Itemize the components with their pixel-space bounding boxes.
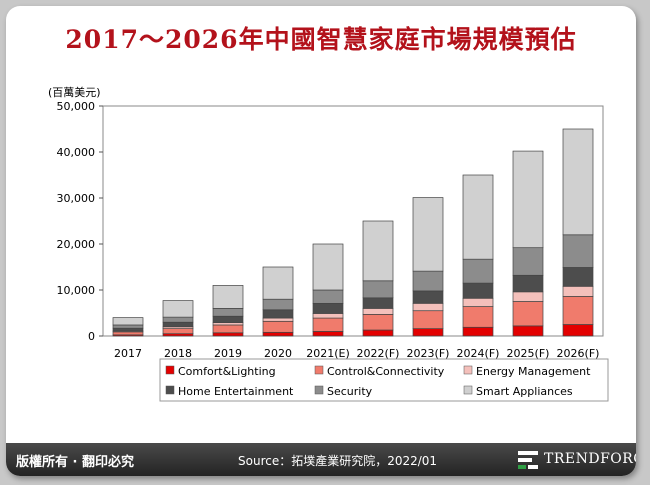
x-tick-label: 2022(F) — [357, 347, 400, 360]
bar-segment-home-entertainment — [362, 297, 394, 309]
bar-segment-home-entertainment — [562, 267, 594, 287]
legend-swatch — [314, 365, 324, 375]
bar-segment-security — [562, 234, 594, 268]
bar-segment-energy-management — [462, 297, 494, 307]
bar-segment-energy-management — [562, 285, 594, 297]
x-tick-label: 2021(E) — [306, 347, 350, 360]
x-tick-label: 2020 — [264, 347, 292, 360]
bar-segment-smart-appliances — [512, 150, 544, 249]
bar-segment-control-connectivity — [312, 317, 344, 332]
legend-label: Comfort&Lighting — [178, 365, 276, 378]
legend-swatch — [165, 385, 175, 395]
bar-segment-smart-appliances — [412, 197, 444, 272]
bar-segment-control-connectivity — [562, 296, 594, 325]
legend-label: Energy Management — [476, 365, 591, 378]
bar-segment-control-connectivity — [262, 320, 294, 333]
y-tick-label: 30,000 — [57, 192, 96, 205]
x-tick-label: 2025(F) — [507, 347, 550, 360]
bar-segment-energy-management — [312, 313, 344, 319]
legend-swatch — [463, 385, 473, 395]
legend-label: Security — [327, 385, 373, 398]
bar-segment-home-entertainment — [462, 282, 494, 299]
bar-segment-control-connectivity — [462, 306, 494, 328]
chart-title: 2017～2026年中國智慧家庭市場規模預估 — [65, 25, 577, 54]
bar-segment-control-connectivity — [412, 310, 444, 329]
bar-segment-home-entertainment — [412, 290, 444, 304]
bar-segment-comfort-lighting — [462, 326, 494, 337]
bar-segment-home-entertainment — [312, 302, 344, 314]
bar-segment-comfort-lighting — [212, 332, 244, 337]
legend-box — [159, 358, 609, 402]
bar-segment-home-entertainment — [262, 309, 294, 319]
bar-segment-security — [412, 270, 444, 292]
stacked-bar-chart: (百萬美元) 0 10,000 20,000 30,000 40,000 50,000 201… — [48, 86, 609, 402]
bar-segment-security — [512, 247, 544, 276]
bar-segment-energy-management — [262, 317, 294, 322]
source-text: Source：拓墣產業研究院，2022/01 — [238, 454, 438, 468]
bar-segment-smart-appliances — [262, 266, 294, 300]
bar-segment-security — [312, 289, 344, 304]
bar-segment-home-entertainment — [512, 274, 544, 293]
legend-swatch — [165, 365, 175, 375]
bar-segment-comfort-lighting — [412, 328, 444, 337]
bar-segment-comfort-lighting — [562, 324, 594, 337]
y-tick-label: 50,000 — [57, 100, 96, 113]
trendforce-logo-icon — [518, 451, 538, 469]
bar-segment-control-connectivity — [112, 331, 144, 336]
bar-segment-home-entertainment — [162, 321, 194, 328]
x-tick-label: 2018 — [164, 347, 192, 360]
x-tick-label: 2024(F) — [457, 347, 500, 360]
bar-segment-home-entertainment — [212, 315, 244, 324]
bar-segment-control-connectivity — [362, 314, 394, 331]
bar-segment-smart-appliances — [362, 220, 394, 282]
legend-label: Home Entertainment — [178, 385, 294, 398]
bar-segment-comfort-lighting — [362, 329, 394, 337]
bar-segment-energy-management — [512, 291, 544, 302]
bar-segment-smart-appliances — [312, 243, 344, 291]
chart-card: 2017～2026年中國智慧家庭市場規模預估 (百萬美元) 0 10,000 20,0… — [6, 6, 636, 476]
bar-segment-smart-appliances — [212, 285, 244, 309]
legend-swatch — [463, 365, 473, 375]
bar-segment-security — [112, 324, 144, 329]
bar-segment-security — [262, 298, 294, 311]
x-tick-label: 2019 — [214, 347, 242, 360]
legend-swatch — [314, 385, 324, 395]
bar-segment-comfort-lighting — [512, 325, 544, 337]
y-tick-label: 20,000 — [57, 238, 96, 251]
bar-segment-smart-appliances — [112, 317, 144, 326]
bar-segment-control-connectivity — [212, 324, 244, 334]
x-tick-label: 2023(F) — [407, 347, 450, 360]
copyright-text: 版權所有 · 翻印必究 — [16, 455, 134, 470]
footer-bar: 版權所有 · 翻印必究 Source：拓墣產業研究院，2022/01 TREND… — [6, 443, 636, 476]
legend-label: Smart Appliances — [476, 385, 573, 398]
x-tick-label: 2017 — [114, 347, 142, 360]
bar-segment-energy-management — [362, 308, 394, 315]
bar-segment-home-entertainment — [112, 327, 144, 332]
bar-segment-smart-appliances — [462, 174, 494, 260]
bar-segment-security — [212, 308, 244, 317]
bar-segment-control-connectivity — [512, 301, 544, 327]
bar-segment-comfort-lighting — [312, 331, 344, 337]
y-tick-label: 0 — [88, 330, 95, 343]
bar-segment-control-connectivity — [162, 328, 194, 335]
bar-segment-security — [462, 258, 494, 284]
plot-frame — [102, 105, 604, 337]
bar-segment-comfort-lighting — [262, 331, 294, 337]
bar-segment-security — [162, 316, 194, 323]
y-tick-label: 10,000 — [57, 284, 96, 297]
brand-name: TRENDFORCE — [544, 451, 636, 467]
bar-segment-security — [362, 280, 394, 299]
bar-segment-smart-appliances — [162, 300, 194, 318]
x-tick-label: 2026(F) — [557, 347, 600, 360]
legend-label: Control&Connectivity — [327, 365, 445, 378]
bar-segment-smart-appliances — [562, 128, 594, 236]
brand-logo: TRENDFORCE — [516, 448, 636, 472]
y-tick-label: 40,000 — [57, 146, 96, 159]
bar-segment-energy-management — [412, 302, 444, 312]
y-unit-label: (百萬美元) — [48, 86, 101, 99]
